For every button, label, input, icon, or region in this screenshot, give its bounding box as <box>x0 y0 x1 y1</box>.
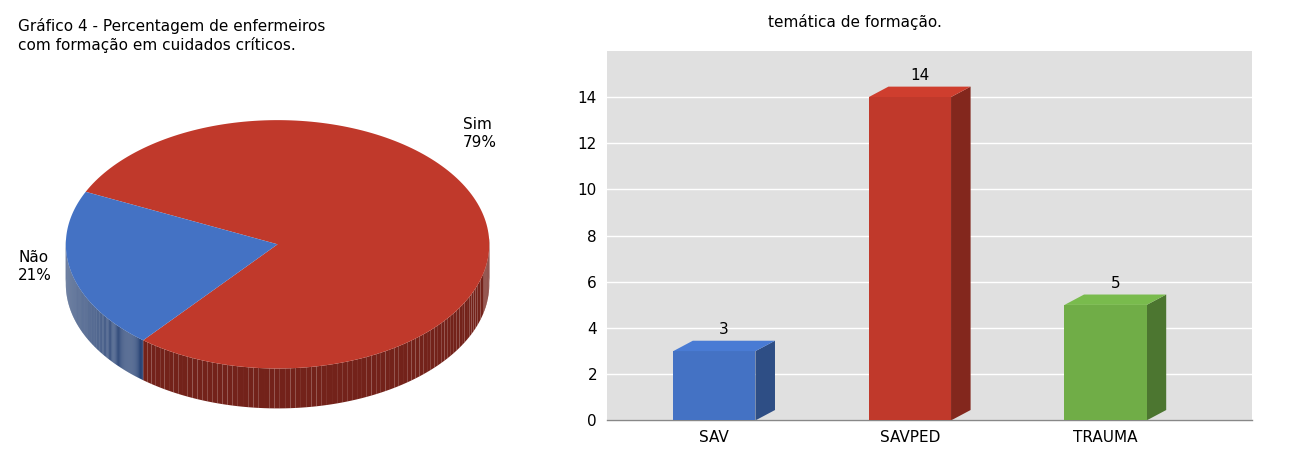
Polygon shape <box>342 362 347 402</box>
Polygon shape <box>66 192 278 340</box>
Polygon shape <box>474 288 475 331</box>
Polygon shape <box>316 366 321 406</box>
Polygon shape <box>372 354 376 395</box>
Polygon shape <box>1146 295 1166 420</box>
Polygon shape <box>174 353 178 394</box>
Polygon shape <box>479 280 480 322</box>
Polygon shape <box>203 360 208 401</box>
Polygon shape <box>423 332 427 374</box>
Polygon shape <box>869 97 951 420</box>
Text: Não
21%: Não 21% <box>18 250 52 283</box>
Polygon shape <box>263 368 270 408</box>
Polygon shape <box>438 323 442 365</box>
Polygon shape <box>869 87 971 97</box>
Polygon shape <box>296 368 301 408</box>
Polygon shape <box>482 274 483 316</box>
Text: temática de formação.: temática de formação. <box>768 14 942 30</box>
Polygon shape <box>151 344 156 386</box>
Polygon shape <box>238 366 243 407</box>
Polygon shape <box>243 367 248 407</box>
Polygon shape <box>352 359 358 401</box>
Polygon shape <box>156 346 160 388</box>
Polygon shape <box>457 308 460 351</box>
Polygon shape <box>442 321 444 363</box>
Text: Sim
79%: Sim 79% <box>463 117 497 150</box>
Polygon shape <box>755 341 775 420</box>
Polygon shape <box>327 365 332 405</box>
Polygon shape <box>475 286 478 328</box>
Polygon shape <box>178 354 183 395</box>
Polygon shape <box>412 339 416 380</box>
Polygon shape <box>253 368 258 408</box>
Polygon shape <box>143 340 147 382</box>
Polygon shape <box>147 342 151 384</box>
Polygon shape <box>198 359 203 400</box>
Polygon shape <box>465 300 467 342</box>
Polygon shape <box>470 294 471 337</box>
Polygon shape <box>192 358 198 399</box>
Polygon shape <box>444 318 448 360</box>
Polygon shape <box>451 313 454 356</box>
Polygon shape <box>390 348 394 389</box>
Polygon shape <box>358 358 361 399</box>
Polygon shape <box>301 367 306 407</box>
Polygon shape <box>399 344 403 386</box>
Polygon shape <box>471 291 474 334</box>
Text: 14: 14 <box>910 68 930 83</box>
Polygon shape <box>332 364 337 404</box>
Polygon shape <box>222 364 227 405</box>
Polygon shape <box>467 297 470 340</box>
Polygon shape <box>480 277 482 320</box>
Polygon shape <box>386 350 390 391</box>
Polygon shape <box>169 351 174 392</box>
Polygon shape <box>361 357 367 398</box>
Polygon shape <box>1065 295 1166 305</box>
Polygon shape <box>951 87 971 420</box>
Polygon shape <box>321 365 327 406</box>
Polygon shape <box>275 369 280 408</box>
Polygon shape <box>448 316 451 358</box>
Polygon shape <box>232 365 238 406</box>
Polygon shape <box>183 355 187 397</box>
Polygon shape <box>280 368 285 408</box>
Text: 5: 5 <box>1110 276 1121 291</box>
Polygon shape <box>416 336 420 378</box>
Polygon shape <box>270 368 275 408</box>
Polygon shape <box>431 328 434 370</box>
Polygon shape <box>394 346 399 388</box>
Polygon shape <box>311 366 316 407</box>
Polygon shape <box>674 351 755 420</box>
Polygon shape <box>1065 305 1146 420</box>
Polygon shape <box>460 305 462 348</box>
Polygon shape <box>212 362 217 403</box>
Polygon shape <box>478 283 479 325</box>
Polygon shape <box>187 357 192 398</box>
Polygon shape <box>367 356 372 397</box>
Polygon shape <box>164 349 169 391</box>
Polygon shape <box>462 303 465 345</box>
Polygon shape <box>248 367 253 407</box>
Polygon shape <box>290 368 296 408</box>
Polygon shape <box>217 363 222 404</box>
Text: Gráfico 4 - Percentagem de enfermeiros
com formação em cuidados críticos.: Gráfico 4 - Percentagem de enfermeiros c… <box>18 18 325 53</box>
Polygon shape <box>285 368 290 408</box>
Polygon shape <box>85 120 489 369</box>
Polygon shape <box>420 334 423 377</box>
Polygon shape <box>160 347 164 389</box>
Polygon shape <box>434 325 438 368</box>
Polygon shape <box>306 367 311 407</box>
Polygon shape <box>427 330 431 372</box>
Polygon shape <box>674 341 775 351</box>
Polygon shape <box>403 342 407 384</box>
Polygon shape <box>227 365 232 406</box>
Polygon shape <box>381 351 386 393</box>
Polygon shape <box>258 368 263 408</box>
Polygon shape <box>208 361 212 402</box>
Text: 3: 3 <box>719 322 729 337</box>
Polygon shape <box>337 363 342 403</box>
Polygon shape <box>454 310 457 353</box>
Polygon shape <box>376 353 381 394</box>
Polygon shape <box>407 340 412 383</box>
Polygon shape <box>347 360 352 401</box>
